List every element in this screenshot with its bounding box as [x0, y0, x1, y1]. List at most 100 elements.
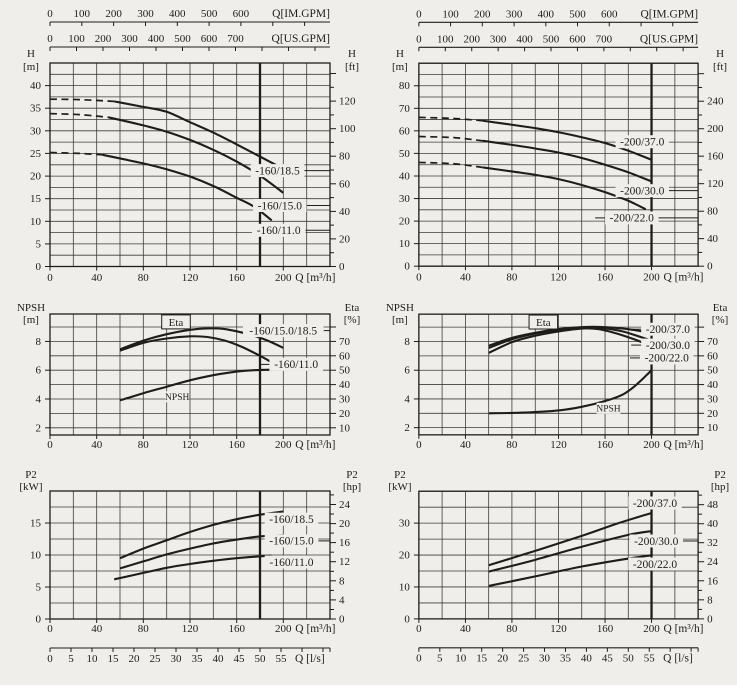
tick-label: 20	[497, 653, 508, 665]
tick-label: 160	[228, 272, 245, 284]
axis-x: 0 40 80 120 160 200 Q [m³/h]	[47, 266, 335, 284]
curve-p2-200-22.0	[488, 554, 652, 587]
annotation-eta: Eta	[161, 314, 191, 330]
tick-label: 200	[275, 439, 292, 451]
curve-label-200-30.0: -200/30.0	[631, 338, 695, 352]
axis-y-left: 0 10 20 30 40 50 60 70 80 H[m]	[392, 48, 419, 273]
axis-y-left-title: P2	[394, 469, 406, 481]
ruler-title: Q[IM.GPM]	[641, 8, 699, 20]
curve-200-30.0	[418, 135, 652, 183]
tick-label: 32	[707, 537, 718, 549]
tick-label: 500	[569, 8, 586, 20]
tick-label: 200	[463, 33, 480, 45]
axis-x-title: Q [m³/h]	[295, 439, 335, 451]
tick-label: 40	[460, 439, 471, 451]
tick-label: 160	[228, 439, 245, 451]
curve-npsh-200	[488, 369, 653, 415]
tick-label: 4	[339, 594, 345, 606]
tick-label: 2	[36, 422, 42, 434]
tick-label: 100	[74, 8, 91, 20]
tick-label: 60	[399, 125, 410, 137]
tick-label: -200/37.0	[633, 498, 677, 510]
tick-label: 20	[707, 408, 718, 420]
curve-eta-160-11.0	[119, 335, 273, 364]
tick-label: 10	[455, 653, 466, 665]
axis-y-right-title: P2	[346, 469, 358, 481]
chart-npsh-eta-160: 0 40 80 120 160 200 Q [m³/h] 2 4 6 8 NPSH [m] 10 20 30 4…	[0, 290, 369, 460]
tick-label: 20	[399, 216, 410, 228]
tick-label: 10	[707, 422, 718, 434]
axis-y-left-title: NPSH	[386, 302, 414, 314]
tick-label: 12	[339, 556, 350, 568]
tick-label: 70	[339, 336, 351, 348]
axis-x-title: Q [m³/h]	[663, 439, 703, 451]
chart-head-curve-200: 0 40 80 120 160 200 Q [m³/h] 0 10 20 30 40 50 60 70 80 H…	[369, 0, 737, 290]
curve-eta-200-22.0	[488, 327, 647, 354]
tick-label: 160	[597, 272, 614, 284]
chart-power-160: 0 40 80 120 160 200 Q [m³/h] 0 5 10 15 P2 [kW] 0 4 8 12 1…	[0, 460, 369, 685]
tick-label: 35	[30, 103, 42, 115]
tick-label: 80	[138, 439, 150, 451]
tick-label: 100	[437, 33, 454, 45]
axis-x-title: Q [m³/h]	[295, 623, 335, 635]
curve-160-18.5	[49, 98, 284, 170]
tick-label: 10	[30, 216, 42, 228]
grid	[49, 490, 331, 620]
curve-npsh-160	[119, 368, 284, 402]
tick-label: 200	[275, 272, 292, 284]
tick-label: 0	[47, 272, 53, 284]
tick-label: 5	[36, 238, 42, 250]
tick-label: 70	[399, 103, 410, 115]
tick-label: 80	[506, 439, 517, 451]
tick-label: 20	[339, 408, 351, 420]
tick-label: 40	[581, 653, 592, 665]
curve-label-200-22.0: -200/22.0	[595, 211, 699, 225]
axis-x: 0 40 80 120 160 200 Q [m³/h]	[416, 266, 704, 284]
tick-label: 4	[404, 393, 410, 405]
ruler-q-us.gpm: 0 100 200 300 400 500 600 700 Q[US.GPM]	[416, 33, 699, 52]
tick-label: 600	[601, 8, 618, 20]
tick-label: 80	[339, 151, 351, 163]
tick-label: 0	[339, 261, 345, 273]
tick-label: -160/18.5	[269, 514, 314, 526]
axis-y-right-title: H	[348, 48, 356, 60]
tick-label: 10	[87, 653, 99, 665]
tick-label: 0	[416, 623, 422, 635]
tick-label: 0	[36, 261, 42, 273]
tick-label: 120	[550, 439, 567, 451]
tick-label: 45	[602, 653, 613, 665]
curve-eta-160-15.0-18.5	[119, 327, 284, 351]
tick-label: 5	[437, 653, 443, 665]
axis-y-left-title: P2	[25, 469, 37, 481]
tick-label: 30	[707, 393, 718, 405]
grid	[418, 490, 699, 620]
tick-label: 160	[597, 439, 614, 451]
tick-label: -160/15.0/18.5	[249, 325, 317, 337]
tick-label: 0	[404, 261, 410, 273]
axis-y-right: 10 20 30 40 50 60 70 Eta[%]	[698, 302, 728, 434]
tick-label: 100	[339, 123, 356, 135]
tick-label: 80	[506, 623, 517, 635]
tick-label: Eta	[169, 317, 184, 329]
tick-label: 40	[213, 653, 225, 665]
tick-label: 700	[596, 33, 613, 45]
axis-y-right: 10 20 30 40 50 60 70 Eta[%]	[330, 302, 360, 434]
tick-label: -200/22.0	[633, 559, 677, 571]
tick-label: 0	[47, 33, 53, 45]
tick-label: 300	[137, 8, 154, 20]
tick-label: 40	[707, 233, 718, 245]
tick-label: 500	[201, 8, 218, 20]
tick-label: 20	[339, 518, 351, 530]
tick-label: 80	[506, 272, 517, 284]
tick-label: 120	[182, 439, 199, 451]
tick-label: 8	[404, 336, 410, 348]
curve-label-160-11.0: -160/11.0	[264, 555, 319, 569]
tick-label: 24	[339, 499, 351, 511]
axis-x: 0 40 80 120 160 200 Q [m³/h]	[47, 619, 335, 635]
tick-label: 6	[36, 365, 42, 377]
curve-label-160-11.0: -160/11.0	[251, 223, 330, 237]
ruler-title: Q[IM.GPM]	[272, 8, 330, 20]
curve-p2-200-30.0	[488, 530, 652, 573]
tick-label: 0	[47, 653, 53, 665]
tick-label: 100	[68, 33, 85, 45]
